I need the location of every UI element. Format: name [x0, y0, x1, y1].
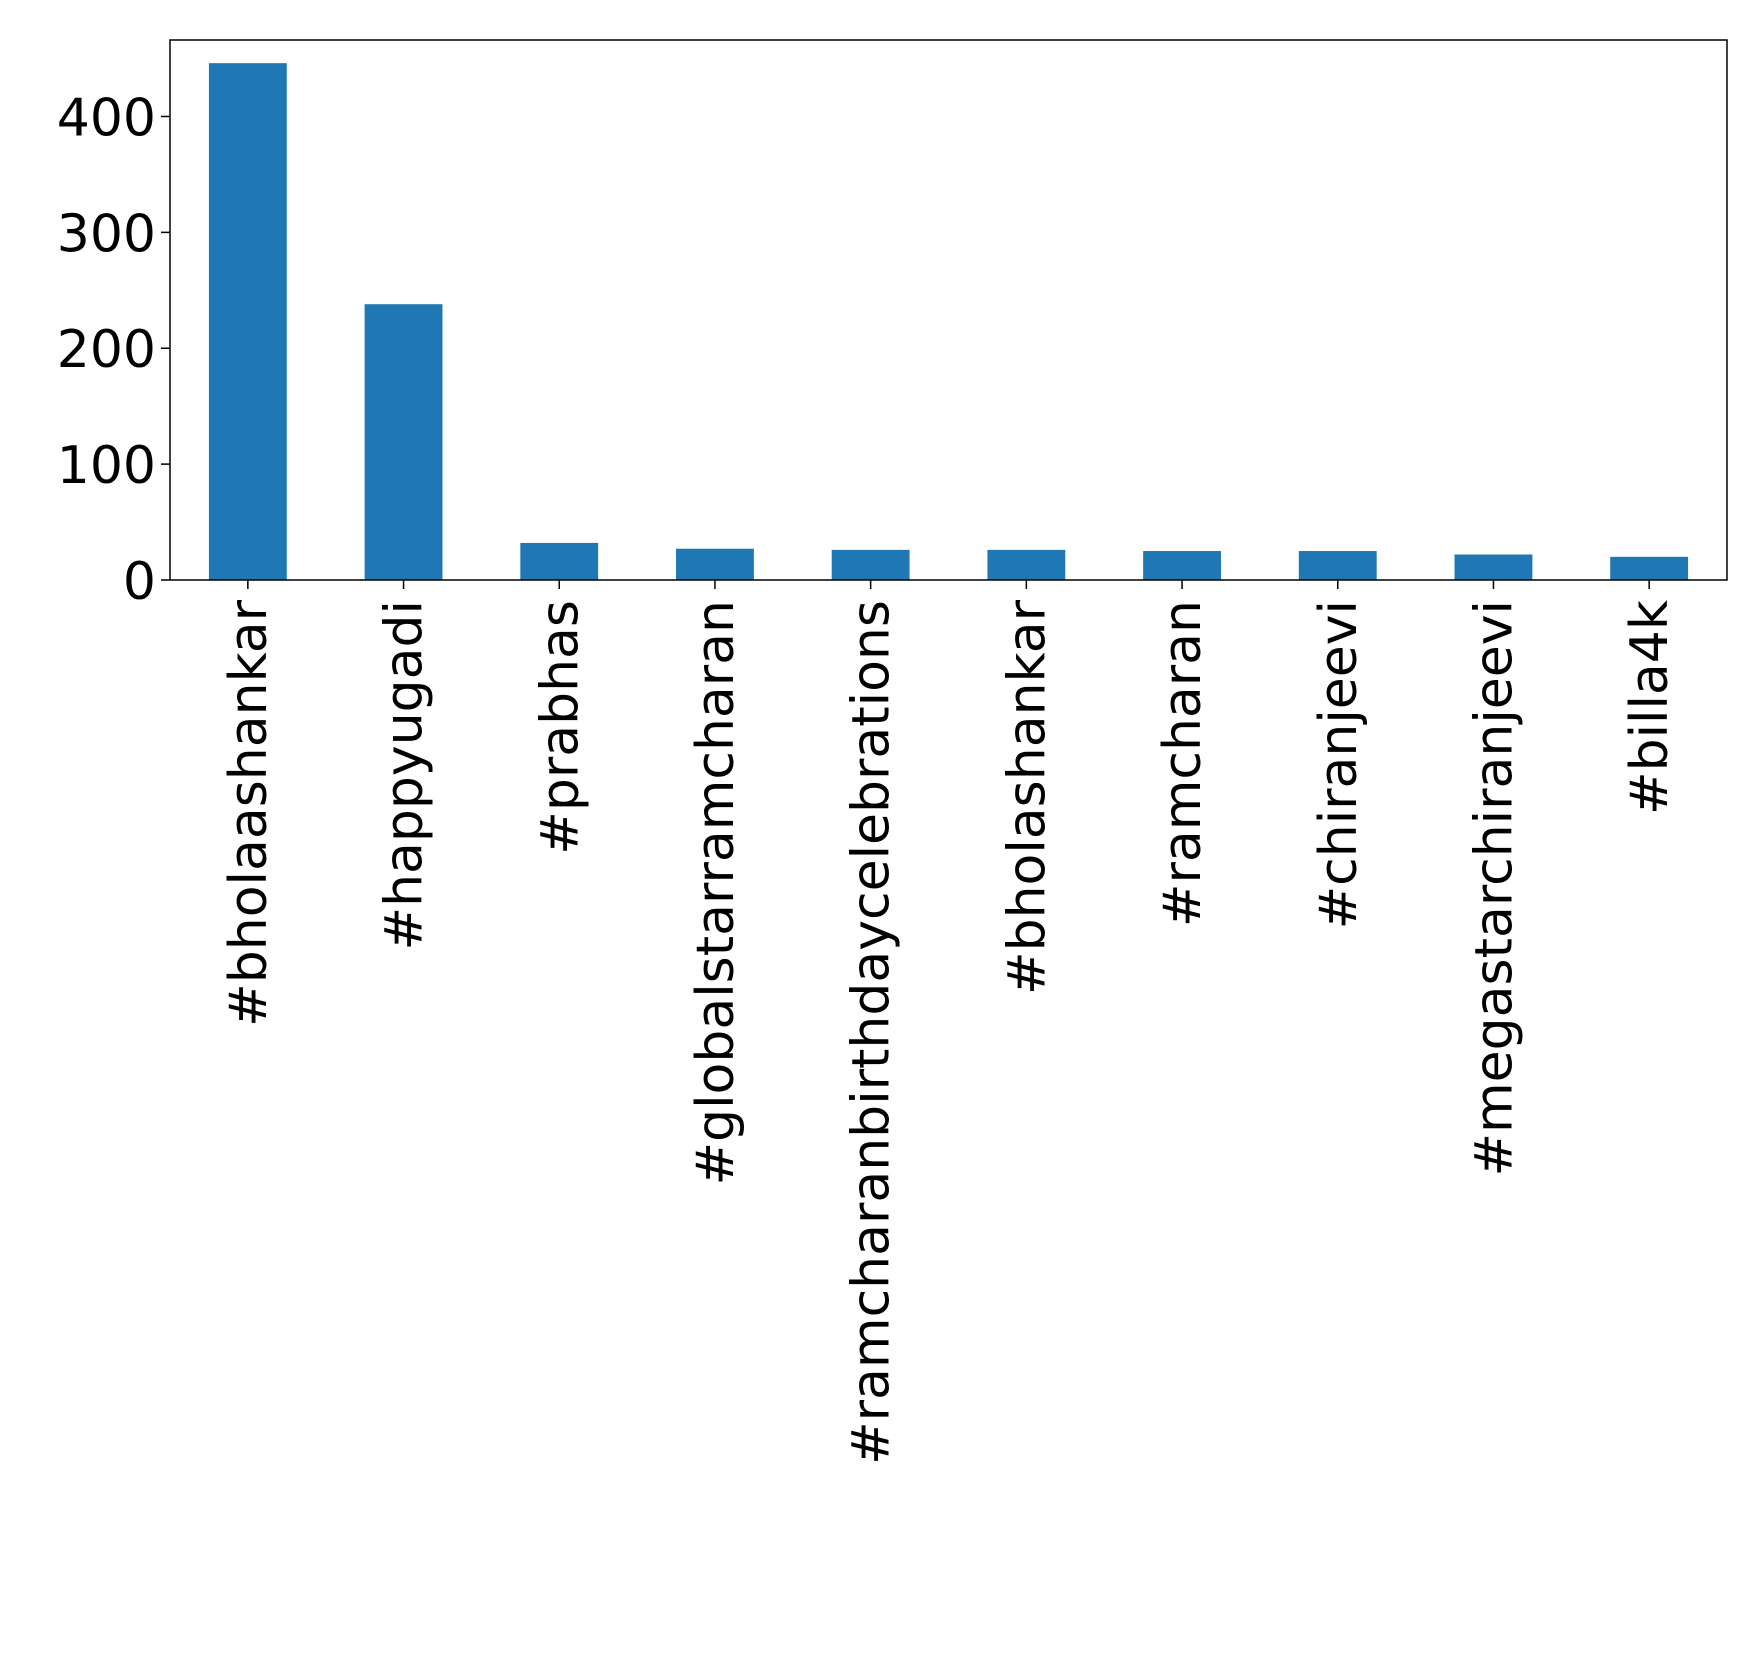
bar-bholashankar [987, 549, 1066, 580]
bar-globalstarramcharan [676, 548, 754, 580]
y-tick-label: 100 [57, 436, 156, 496]
x-tick-label: #bholaashankar [219, 599, 279, 1026]
x-tick-label: #globalstarramcharan [686, 600, 746, 1185]
y-tick-label: 400 [57, 88, 156, 148]
y-tick-label: 300 [57, 204, 156, 264]
bar-ramcharan [1143, 551, 1221, 580]
x-tick-label: #ramcharanbirthdaycelebrations [842, 600, 902, 1465]
y-axis: 0 100 200 300 400 [57, 88, 170, 612]
bars-group [208, 63, 1689, 580]
x-tick-label: #billa4k [1620, 600, 1680, 815]
axes-frame [169, 39, 1728, 581]
x-tick-label: #prabhas [530, 600, 590, 855]
y-tick-label: 200 [57, 320, 156, 380]
y-tick-label: 0 [123, 552, 156, 612]
x-tick-label: #happyugadi [375, 600, 435, 950]
bar-chiranjeevi [1298, 551, 1377, 580]
x-tick-label: #megastarchiranjeevi [1464, 600, 1524, 1177]
x-axis: #bholaashankar #happyugadi #prabhas #global… [219, 580, 1680, 1465]
bar-prabhas [520, 542, 599, 580]
bar-bholaashankar [208, 63, 287, 580]
bar-ramcharanbirthdaycelebrations [831, 549, 910, 580]
bar-billa4k [1610, 556, 1689, 580]
x-tick-label: #chiranjeevi [1309, 600, 1369, 929]
x-tick-label: #ramcharan [1153, 600, 1213, 927]
x-tick-label: #bholashankar [997, 599, 1057, 995]
bar-happyugadi [364, 304, 443, 580]
bar-megastarchiranjeevi [1454, 554, 1533, 580]
